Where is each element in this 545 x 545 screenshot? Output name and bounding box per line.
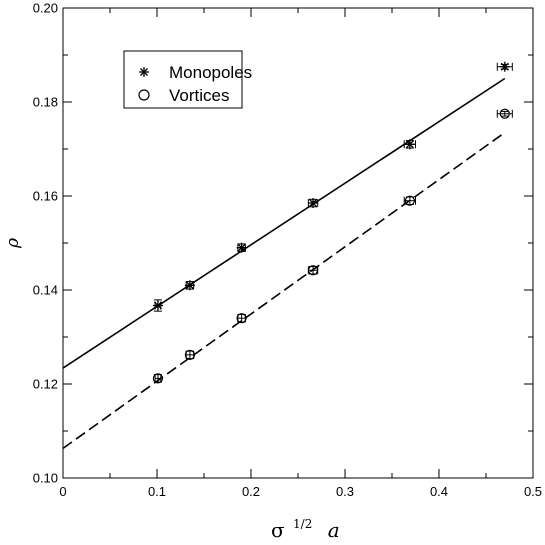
monopole-point — [184, 280, 195, 291]
fit-lines — [62, 77, 506, 450]
asterisk-stroke — [153, 301, 162, 310]
asterisk-stroke — [237, 243, 246, 252]
legend-label-vortices: Vortices — [169, 86, 229, 105]
fit-line-vortices — [62, 131, 506, 450]
monopole-point — [152, 299, 163, 312]
circle-marker-shape — [152, 373, 164, 384]
y-axis-label: ρ — [3, 238, 23, 249]
vortex-point — [403, 195, 416, 206]
x-tick-label: 0.5 — [524, 484, 542, 499]
x-axis-ticks: 0 0.1 0.2 0.3 0.4 0.5 — [59, 8, 542, 499]
legend-label-monopoles: Monopoles — [169, 63, 252, 82]
y-tick-label: 0.10 — [33, 471, 58, 486]
fit-line-monopoles — [62, 77, 506, 369]
x-axis-label-base: σ — [271, 518, 285, 542]
asterisk-stroke — [405, 140, 414, 149]
vortex-point — [152, 373, 164, 384]
asterisk-stroke — [140, 68, 148, 76]
circle-marker-shape — [499, 108, 510, 119]
x-tick-label: 0 — [59, 484, 66, 499]
vortex-point — [236, 313, 247, 324]
vortex-point — [184, 349, 195, 360]
legend-marker-vortices — [138, 89, 150, 101]
circle-marker-shape — [138, 89, 150, 101]
legend-box — [123, 50, 243, 109]
asterisk-stroke — [500, 62, 509, 71]
x-axis-label-superscript: 1/2 — [293, 517, 312, 531]
circle-marker-shape — [236, 313, 247, 324]
monopole-point — [236, 242, 247, 253]
x-axis-label-variable: a — [328, 518, 340, 542]
monopole-point — [307, 198, 319, 209]
x-tick-label: 0.3 — [336, 484, 354, 499]
legend: Monopoles Vortices — [123, 50, 252, 109]
monopole-point — [496, 61, 513, 72]
vortex-point — [307, 265, 319, 276]
circle-marker-shape — [307, 265, 319, 276]
y-tick-label: 0.18 — [33, 95, 58, 110]
y-tick-label: 0.12 — [33, 377, 58, 392]
circle-marker-shape — [404, 195, 415, 206]
x-axis-label: σ 1/2 a — [271, 509, 340, 542]
asterisk-stroke — [309, 199, 318, 208]
y-tick-label: 0.14 — [33, 283, 58, 298]
x-tick-label: 0.4 — [430, 484, 448, 499]
x-tick-label: 0.2 — [242, 484, 260, 499]
x-tick-label: 0.1 — [148, 484, 166, 499]
monopole-point — [403, 139, 416, 150]
legend-marker-monopoles — [139, 67, 149, 77]
circle-marker-shape — [184, 349, 195, 360]
y-tick-label: 0.20 — [33, 1, 58, 16]
y-axis-ticks: 0.10 0.12 0.14 0.16 0.18 0.20 — [33, 1, 533, 486]
data-markers — [152, 61, 513, 384]
asterisk-stroke — [185, 281, 194, 290]
y-tick-label: 0.16 — [33, 189, 58, 204]
vortex-point — [496, 108, 513, 119]
